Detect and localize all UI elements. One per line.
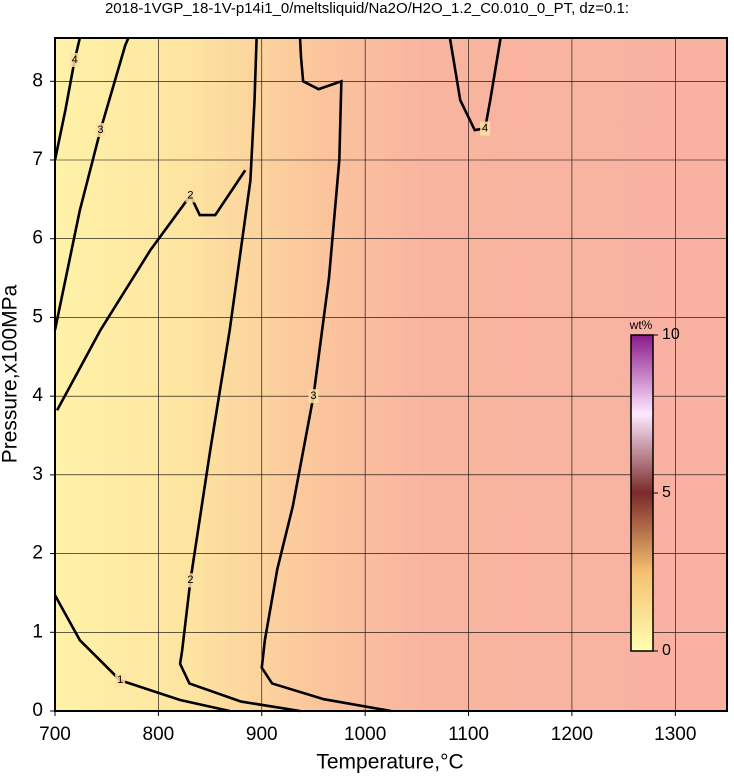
contour-label-bg [115,673,126,688]
y-tick-label: 2 [32,543,43,564]
x-tick-label: 1300 [654,724,696,745]
contour-label: 2 [187,189,193,201]
contour-label: 3 [310,390,316,402]
x-tick-label: 1200 [551,724,593,745]
contour-label: 2 [187,574,193,586]
y-axis-label: Pressure,x100MPa [0,284,22,463]
contour-label-bg [185,573,196,588]
colorbar-tick-label: 0 [662,642,671,659]
contour-line [448,37,502,132]
y-tick-label: 3 [32,464,43,485]
chart-title: 2018-1VGP_18-1V-p14i1_0/meltsliquid/Na2O… [105,0,629,17]
contour-label: 4 [72,54,78,66]
y-tick-label: 1 [32,621,43,642]
contour-label: 4 [482,122,488,134]
colorbar-tick-label: 10 [662,326,680,343]
x-tick-label: 1000 [344,724,386,745]
y-tick-label: 0 [32,700,43,721]
contour-label: 3 [97,124,103,136]
x-tick-label: 1100 [448,724,489,745]
contour-label-bg [185,188,196,203]
contour-line [53,37,82,161]
x-tick-label: 700 [39,724,71,745]
colorbar [630,334,654,652]
x-tick-label: 900 [246,724,278,745]
y-tick-label: 8 [32,70,43,91]
plot-background [55,38,727,711]
x-tick-label: 800 [143,724,175,745]
contour-label: 1 [117,674,123,686]
x-axis-label: Temperature,°C [316,751,463,774]
y-tick-label: 4 [32,385,43,406]
y-tick-label: 7 [32,149,43,170]
contour-label-bg [480,121,491,136]
plot-frame [54,37,728,712]
y-tick-label: 5 [32,306,43,327]
colorbar-label: wt% [629,318,653,332]
contour-label-bg [308,389,319,404]
contour-label-bg [95,123,106,138]
colorbar-tick-label: 5 [662,484,671,501]
contour-label-bg [69,53,80,68]
y-tick-label: 6 [32,228,43,249]
